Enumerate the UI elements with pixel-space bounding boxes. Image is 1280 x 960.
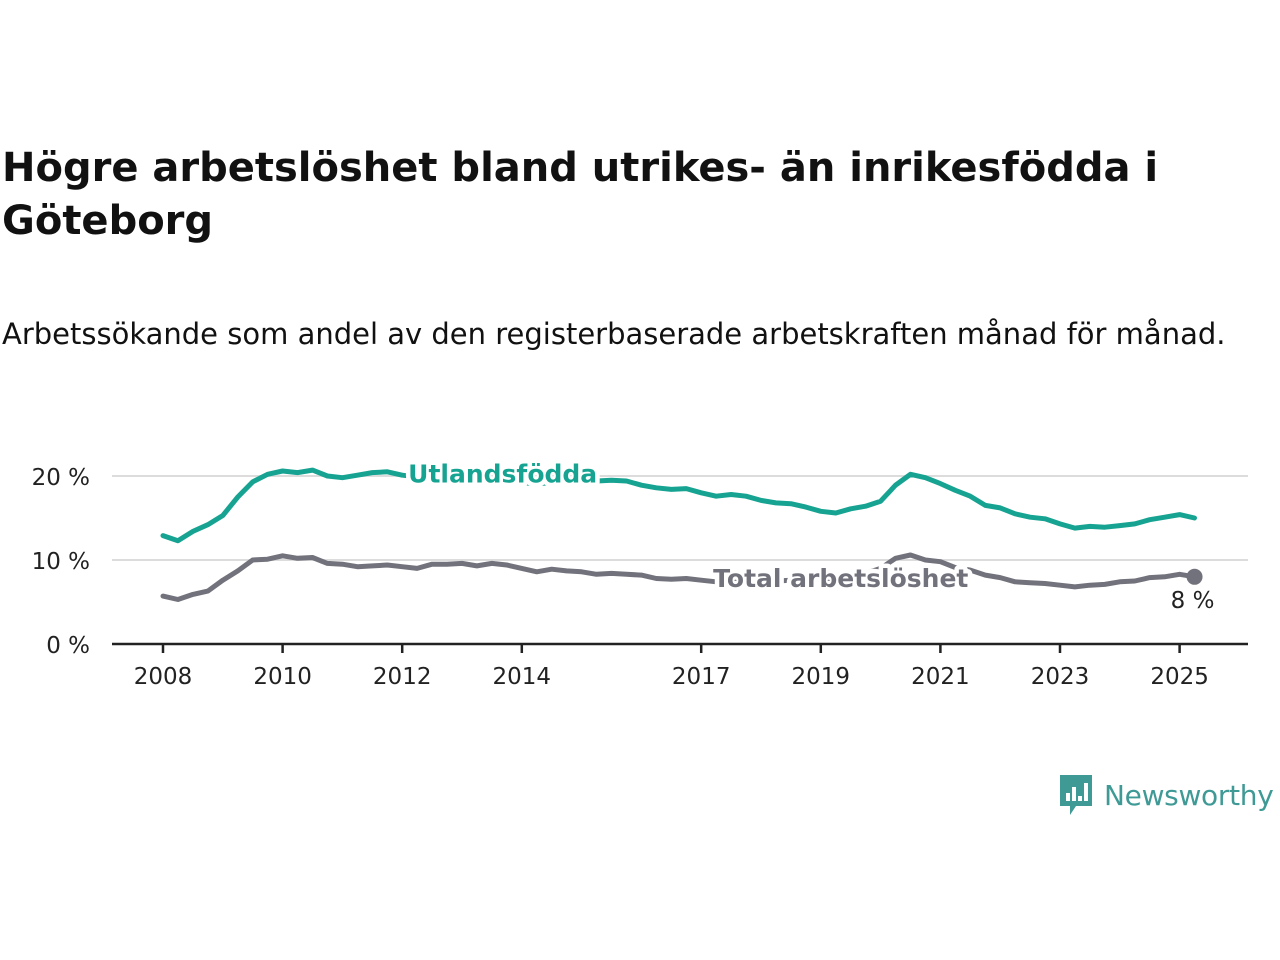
y-tick-label: 20 % [32, 465, 90, 491]
chart-subtitle: Arbetssökande som andel av den registerb… [2, 317, 1226, 351]
y-axis-ticks: 0 % 10 % 20 % [32, 465, 90, 659]
series-labels: Utlandsfödda Total arbetslöshet [404, 455, 973, 597]
series-lines: 8 % [160, 467, 1215, 614]
series-label-total: Total arbetslöshet [713, 564, 968, 593]
x-tick-label: 2019 [792, 664, 851, 690]
y-tick-label: 0 % [46, 633, 90, 659]
x-tick-label: 2025 [1150, 664, 1209, 690]
chart-title: Högre arbetslöshet bland utrikes- än inr… [2, 145, 1159, 244]
x-axis: 2008 2010 2012 2014 2017 2019 2021 2023 2025 [112, 642, 1248, 690]
y-tick-label: 10 % [32, 549, 90, 575]
x-tick-label: 2017 [672, 664, 731, 690]
x-tick-label: 2021 [911, 664, 970, 690]
unemployment-line-chart: 0 % 10 % 20 % 8 % 2008 2010 2012 2014 2017 2019… [32, 455, 1248, 690]
x-tick-label: 2008 [134, 664, 193, 690]
brand-name: Newsworthy [1104, 778, 1274, 812]
x-tick-label: 2010 [253, 664, 312, 690]
series-line-total [160, 552, 1197, 602]
end-value-label: 8 % [1171, 588, 1215, 614]
series-label-utlandsfodda: Utlandsfödda [408, 460, 597, 489]
x-tick-label: 2023 [1031, 664, 1090, 690]
series-line-utlandsfodda [160, 467, 1197, 544]
newsworthy-logo: Newsworthy [1058, 772, 1274, 818]
end-point-marker [1186, 568, 1203, 585]
newsworthy-logo-icon [1060, 775, 1092, 815]
x-tick-label: 2014 [493, 664, 552, 690]
x-tick-label: 2012 [373, 664, 432, 690]
